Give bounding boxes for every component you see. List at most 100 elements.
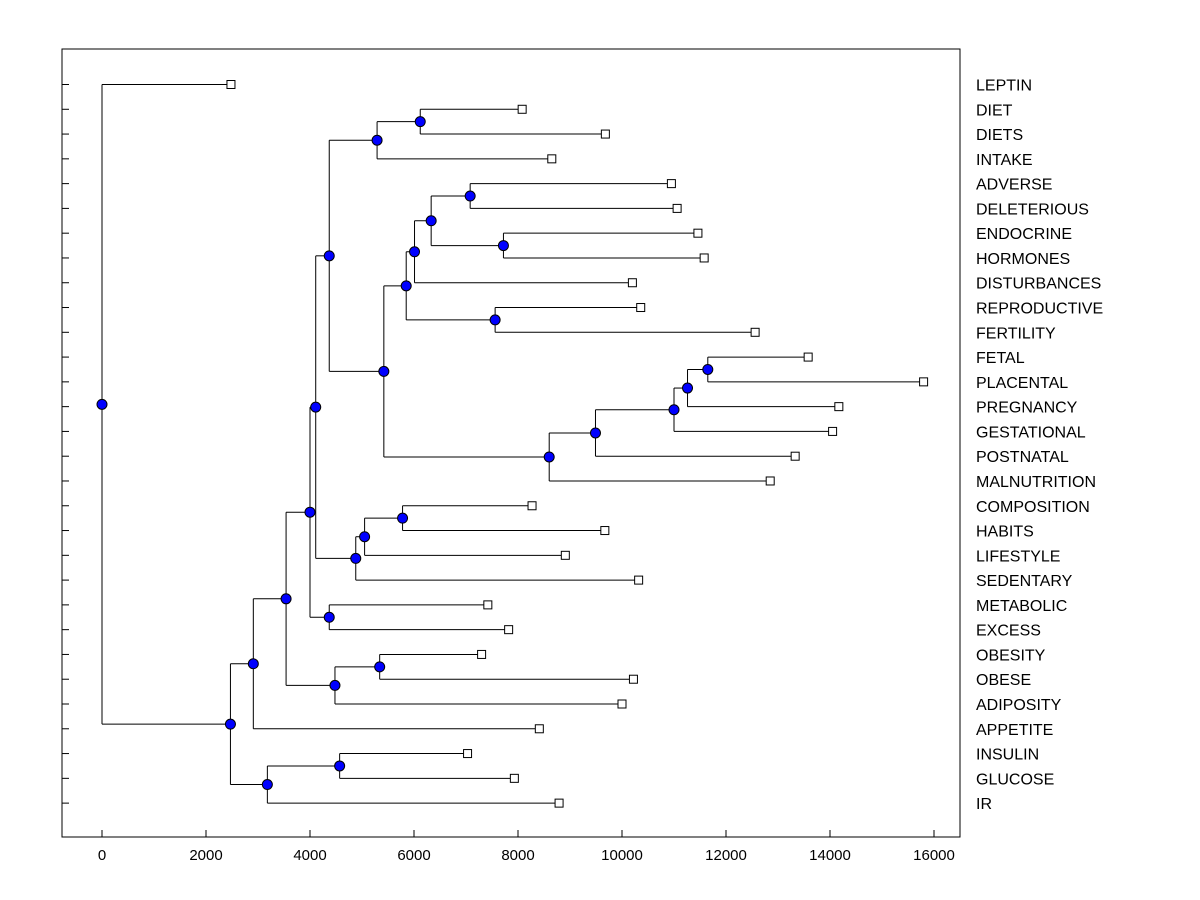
leaf-label: POSTNATAL: [976, 449, 1069, 466]
leaf-label: INTAKE: [976, 152, 1033, 169]
leaf-marker: [226, 80, 236, 89]
leaf-marker: [477, 649, 487, 659]
leaf-marker: [919, 377, 929, 387]
leaf-label: METABOLIC: [976, 598, 1067, 615]
cluster-node: [489, 314, 501, 326]
cluster-node: [96, 398, 108, 410]
left-tick-marks: [62, 84, 69, 804]
x-tick-label: 4000: [293, 847, 326, 864]
cluster-node: [400, 280, 412, 292]
x-tick-label: 16000: [913, 847, 955, 864]
leaf-marker: [666, 179, 676, 189]
cluster-node: [329, 679, 341, 691]
leaf-marker: [636, 303, 646, 313]
x-tick-label: 2000: [189, 847, 222, 864]
leaf-label: PLACENTAL: [976, 375, 1068, 392]
leaf-label: ADVERSE: [976, 177, 1052, 194]
cluster-node: [378, 365, 390, 377]
leaf-label: SEDENTARY: [976, 573, 1073, 590]
leaf-marker: [765, 476, 775, 486]
leaf-label: HABITS: [976, 524, 1034, 541]
cluster-node: [350, 552, 362, 564]
leaf-marker: [600, 129, 610, 139]
leaf-marker: [504, 625, 514, 635]
cluster-node: [497, 240, 509, 252]
leaf-marker: [790, 451, 800, 461]
leaf-marker: [699, 253, 709, 263]
leaf-marker: [634, 575, 644, 585]
cluster-node: [464, 190, 476, 202]
x-tick-label: 12000: [705, 847, 747, 864]
leaf-label: LIFESTYLE: [976, 548, 1060, 565]
leaf-marker: [750, 327, 760, 337]
leaf-label: DISTURBANCES: [976, 276, 1101, 293]
cluster-node: [682, 382, 694, 394]
leaf-marker: [672, 203, 682, 213]
cluster-node: [397, 512, 409, 524]
cluster-node: [543, 451, 555, 463]
leaf-label: APPETITE: [976, 722, 1053, 739]
leaf-marker: [527, 501, 537, 511]
cluster-node: [702, 363, 714, 375]
leaf-label: GESTATIONAL: [976, 424, 1086, 441]
cluster-node: [589, 427, 601, 439]
leaf-marker: [803, 352, 813, 362]
branch-lines: [101, 84, 924, 804]
leaf-marker: [627, 278, 637, 288]
leaf-label: ADIPOSITY: [976, 697, 1062, 714]
leaf-marker: [517, 104, 527, 114]
cluster-node: [409, 246, 421, 258]
leaf-marker: [463, 749, 473, 759]
leaf-marker: [483, 600, 493, 610]
cluster-node: [247, 658, 259, 670]
leaf-marker: [554, 798, 564, 808]
leaf-labels: LEPTIN DIET DIETS INTAKE ADVERSE DELETERIOUS E…: [976, 78, 1103, 814]
cluster-node: [323, 611, 335, 623]
x-tick-label: 10000: [601, 847, 643, 864]
leaf-label: IR: [976, 796, 992, 813]
cluster-node: [323, 250, 335, 262]
leaf-marker: [693, 228, 703, 238]
cluster-node: [359, 531, 371, 543]
leaf-marker: [534, 724, 544, 734]
leaf-label: FERTILITY: [976, 325, 1056, 342]
leaf-label: INSULIN: [976, 747, 1039, 764]
leaf-label: OBESITY: [976, 647, 1046, 664]
leaf-label: ENDOCRINE: [976, 226, 1072, 243]
cluster-node: [668, 404, 680, 416]
cluster-node: [414, 116, 426, 128]
leaf-label: PREGNANCY: [976, 400, 1078, 417]
leaf-label: GLUCOSE: [976, 771, 1054, 788]
x-tick-label: 8000: [501, 847, 534, 864]
cluster-node: [334, 760, 346, 772]
cluster-node: [425, 215, 437, 227]
leaf-label: DELETERIOUS: [976, 201, 1089, 218]
x-tick-label: 6000: [397, 847, 430, 864]
leaf-marker: [600, 526, 610, 536]
leaf-label: EXCESS: [976, 623, 1041, 640]
leaf-marker: [560, 550, 570, 560]
leaf-label: DIETS: [976, 127, 1023, 144]
x-axis: 0 2000 4000 6000 8000 10000 12000 14000 16000: [98, 830, 955, 864]
leaf-label: FETAL: [976, 350, 1025, 367]
leaf-marker: [828, 426, 838, 436]
leaf-label: HORMONES: [976, 251, 1070, 268]
cluster-node: [310, 401, 322, 413]
cluster-node: [261, 779, 273, 791]
leaf-marker: [628, 674, 638, 684]
cluster-node: [304, 506, 316, 518]
leaf-marker: [834, 402, 844, 412]
cluster-node: [224, 718, 236, 730]
node-markers: [96, 116, 714, 791]
leaf-label: REPRODUCTIVE: [976, 301, 1103, 318]
plot-frame: [61, 48, 961, 838]
leaf-label: MALNUTRITION: [976, 474, 1096, 491]
leaf-markers: [226, 80, 929, 808]
leaf-label: OBESE: [976, 672, 1031, 689]
cluster-node: [374, 661, 386, 673]
x-tick-label: 0: [98, 847, 106, 864]
cluster-node: [280, 593, 292, 605]
cluster-node: [371, 134, 383, 146]
leaf-marker: [509, 773, 519, 783]
